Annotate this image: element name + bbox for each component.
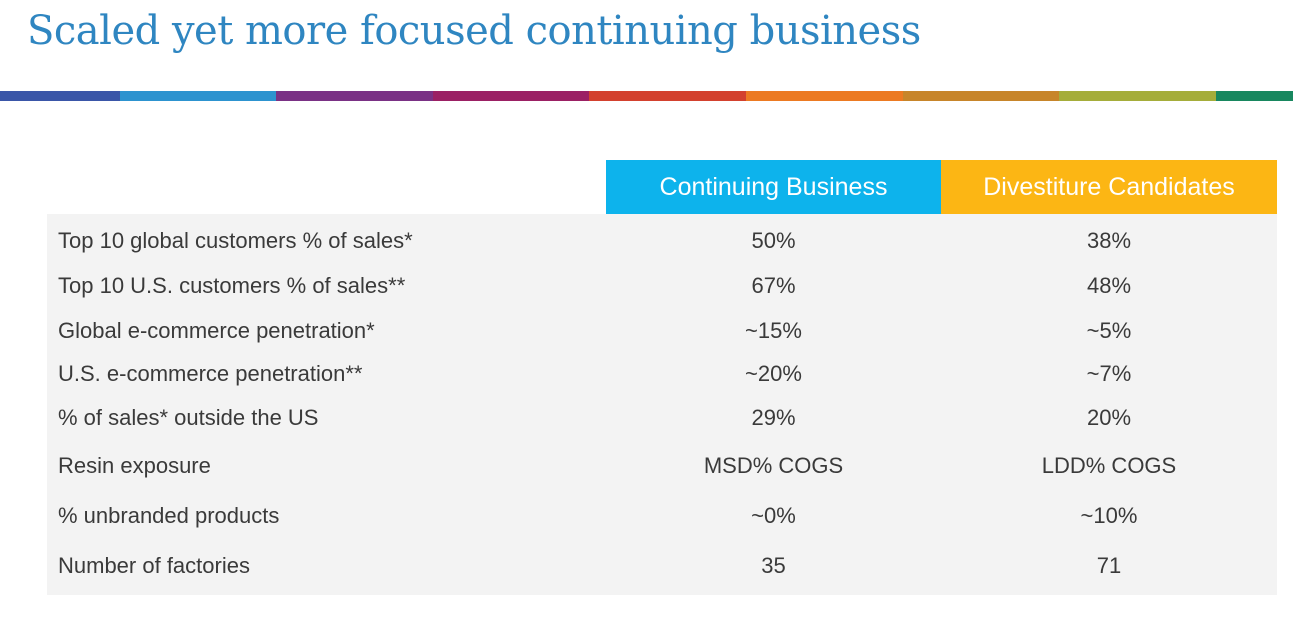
continuing-value: 35	[761, 552, 786, 578]
divestiture-value: 48%	[1086, 273, 1132, 299]
slide-title: Scaled yet more focused continuing busin…	[27, 8, 921, 54]
divestiture-value: 71	[1096, 552, 1122, 578]
row-label: Global e-commerce penetration*	[58, 317, 375, 343]
stripe-segment	[903, 91, 1059, 101]
stripe-segment	[589, 91, 746, 101]
stripe-segment	[746, 91, 903, 101]
divestiture-value: ~7%	[1086, 360, 1132, 386]
continuing-value: ~0%	[751, 502, 796, 528]
continuing-value: MSD% COGS	[703, 452, 844, 478]
divestiture-value: 38%	[1086, 227, 1132, 253]
divestiture-value: 20%	[1086, 404, 1132, 430]
divestiture-value: ~5%	[1086, 317, 1132, 343]
stripe-segment	[0, 91, 120, 101]
divestiture-value: LDD% COGS	[1041, 452, 1177, 478]
continuing-value: 67%	[751, 273, 796, 299]
continuing-value: 29%	[751, 404, 796, 430]
continuing-value: ~20%	[745, 360, 802, 386]
row-label: % unbranded products	[58, 502, 280, 528]
color-stripe	[0, 91, 1293, 101]
row-label: Top 10 U.S. customers % of sales**	[58, 273, 406, 299]
stripe-segment	[433, 91, 589, 101]
continuing-value: 50%	[751, 227, 796, 253]
column-header-divestiture-candidates: Divestiture Candidates	[941, 160, 1277, 214]
table-row: Resin exposure MSD% COGS LDD% COGS	[47, 441, 1277, 491]
table-row: Number of factories 35 71	[47, 541, 1277, 591]
stripe-segment	[120, 91, 276, 101]
row-label: % of sales* outside the US	[58, 404, 319, 430]
column-header-continuing-business: Continuing Business	[606, 160, 941, 214]
divestiture-value: ~10%	[1080, 502, 1138, 528]
row-label: U.S. e-commerce penetration**	[58, 360, 363, 386]
row-label: Number of factories	[58, 552, 250, 578]
continuing-value: ~15%	[745, 317, 802, 343]
table-body: Top 10 global customers % of sales* 50% …	[47, 214, 1277, 595]
table-row: Top 10 U.S. customers % of sales** 67% 4…	[47, 264, 1277, 310]
table-header: Continuing Business Divestiture Candidat…	[47, 160, 1277, 214]
table-row: % of sales* outside the US 29% 20%	[47, 395, 1277, 441]
table-row: Top 10 global customers % of sales* 50% …	[47, 218, 1277, 264]
comparison-table: Continuing Business Divestiture Candidat…	[47, 160, 1277, 595]
table-row: U.S. e-commerce penetration** ~20% ~7%	[47, 352, 1277, 395]
stripe-segment	[1059, 91, 1216, 101]
stripe-segment	[276, 91, 433, 101]
row-label: Resin exposure	[58, 452, 211, 478]
stripe-segment	[1216, 91, 1293, 101]
table-row: Global e-commerce penetration* ~15% ~5%	[47, 309, 1277, 352]
table-row: % unbranded products ~0% ~10%	[47, 491, 1277, 541]
row-label: Top 10 global customers % of sales*	[58, 227, 413, 253]
